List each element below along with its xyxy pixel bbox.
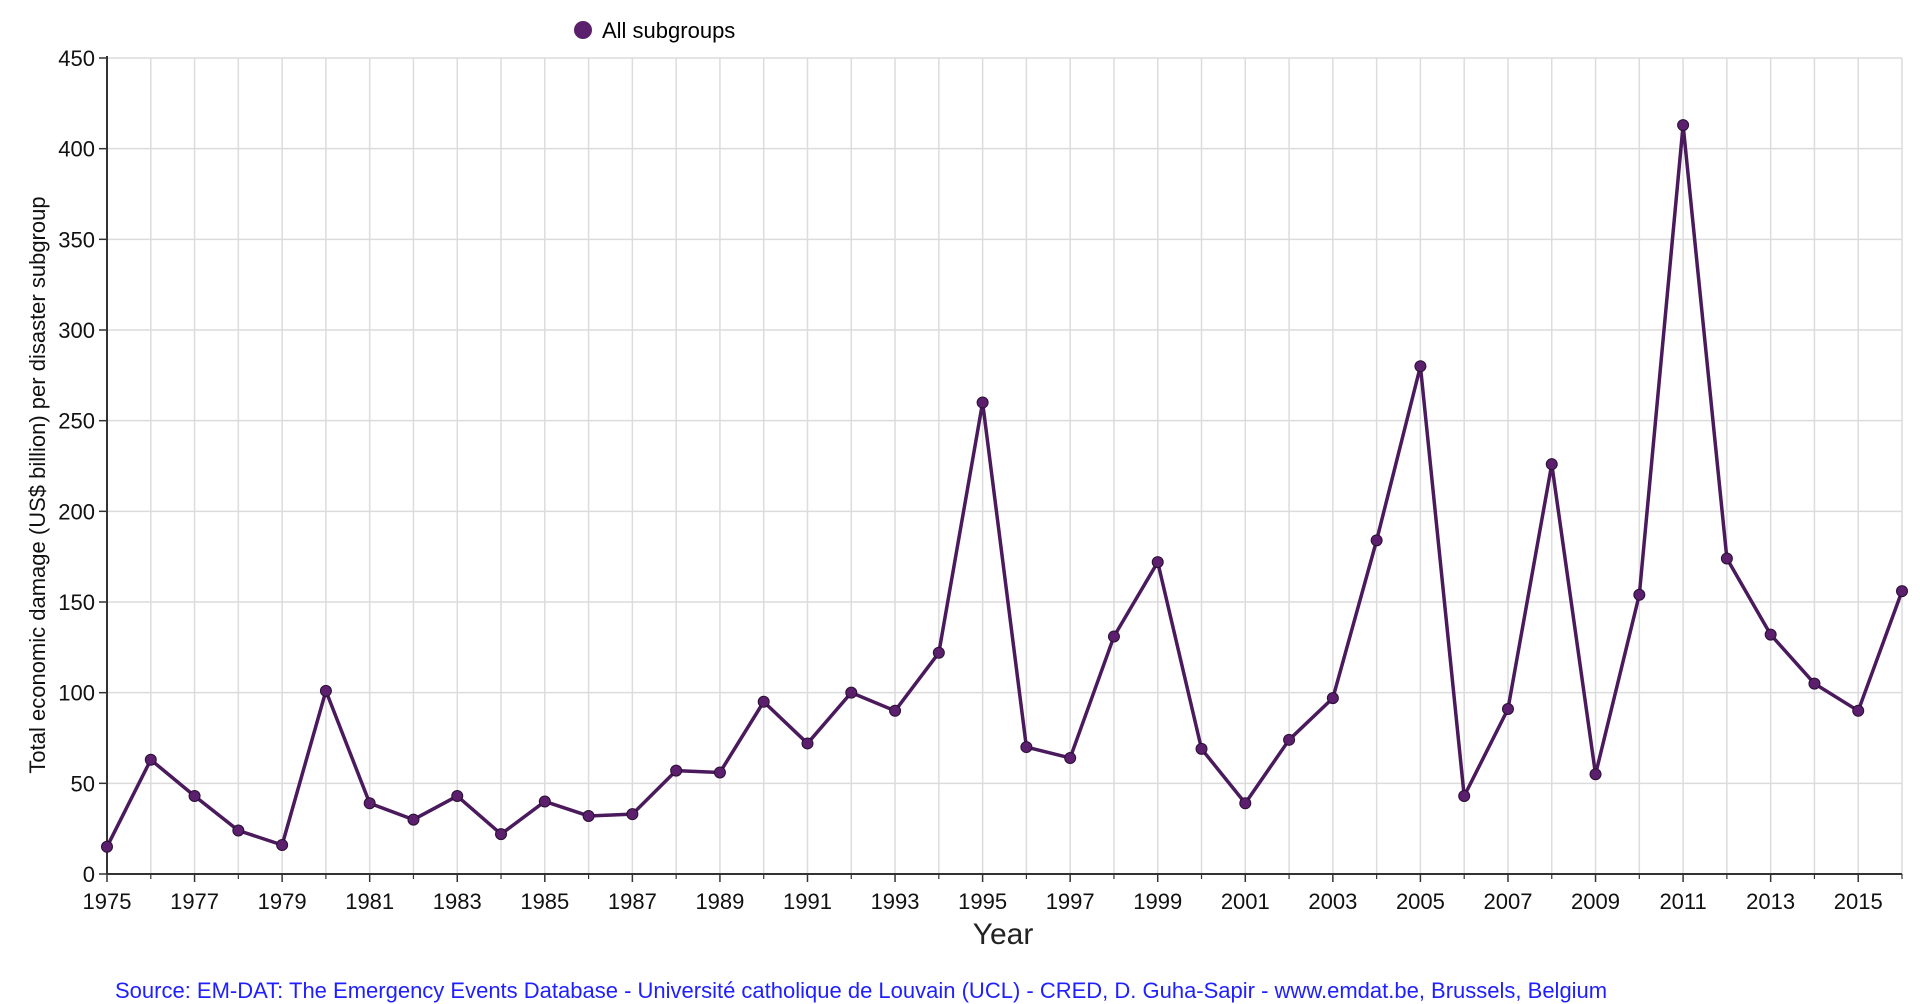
data-point bbox=[889, 704, 902, 717]
x-tick-label: 1987 bbox=[608, 889, 657, 914]
x-tick-label: 2015 bbox=[1834, 889, 1883, 914]
x-tick-label: 2013 bbox=[1746, 889, 1795, 914]
axes bbox=[106, 56, 1902, 875]
x-tick-label: 1975 bbox=[83, 889, 132, 914]
data-point bbox=[495, 828, 508, 841]
data-point bbox=[1458, 790, 1471, 803]
x-tick-label: 2001 bbox=[1221, 889, 1270, 914]
x-tick-label: 1981 bbox=[345, 889, 394, 914]
data-point bbox=[1195, 742, 1208, 755]
data-point bbox=[1545, 458, 1558, 471]
data-point bbox=[976, 396, 989, 409]
grid-lines bbox=[107, 57, 1903, 874]
x-tick-label: 1983 bbox=[433, 889, 482, 914]
x-tick-label: 1995 bbox=[958, 889, 1007, 914]
y-tick-label: 0 bbox=[83, 862, 95, 887]
legend-marker bbox=[574, 21, 592, 39]
data-point bbox=[1064, 751, 1077, 764]
data-point bbox=[757, 695, 770, 708]
x-axis-label: Year bbox=[973, 918, 1034, 951]
source-note: Source: EM-DAT: The Emergency Events Dat… bbox=[115, 978, 1608, 1003]
y-axis-label: Total economic damage (US$ billion) per … bbox=[25, 196, 50, 773]
data-point bbox=[1633, 588, 1646, 601]
data-point bbox=[1896, 585, 1908, 598]
x-tick-label: 2009 bbox=[1571, 889, 1620, 914]
data-point bbox=[276, 838, 289, 851]
y-tick-label: 150 bbox=[58, 590, 95, 615]
y-tick-label: 200 bbox=[58, 499, 95, 524]
x-tick-label: 1997 bbox=[1046, 889, 1095, 914]
data-point bbox=[144, 753, 157, 766]
x-tick-label: 1993 bbox=[871, 889, 920, 914]
legend-label: All subgroups bbox=[602, 18, 735, 43]
x-tick-label: 1989 bbox=[695, 889, 744, 914]
y-axis-ticks: 0 50 100 150 200 250 300 350 400 450 bbox=[58, 46, 107, 887]
series-line bbox=[105, 123, 1904, 848]
x-tick-label: 2007 bbox=[1483, 889, 1532, 914]
x-tick-label: 2005 bbox=[1396, 889, 1445, 914]
data-point bbox=[1414, 360, 1427, 373]
data-point bbox=[188, 790, 201, 803]
x-tick-label: 2011 bbox=[1659, 889, 1706, 914]
y-tick-label: 100 bbox=[58, 681, 95, 706]
data-point bbox=[1852, 704, 1865, 717]
data-point bbox=[232, 824, 245, 837]
y-tick-label: 300 bbox=[58, 318, 95, 343]
x-tick-label: 1991 bbox=[783, 889, 832, 914]
data-point bbox=[363, 797, 376, 810]
data-point bbox=[538, 795, 551, 808]
y-tick-label: 250 bbox=[58, 409, 95, 434]
data-point bbox=[101, 840, 113, 853]
data-point bbox=[1020, 741, 1033, 754]
data-point bbox=[451, 790, 464, 803]
data-point bbox=[407, 813, 420, 826]
data-point bbox=[1808, 677, 1821, 690]
x-tick-label: 1999 bbox=[1133, 889, 1182, 914]
x-tick-label: 1985 bbox=[520, 889, 569, 914]
data-point bbox=[1283, 733, 1296, 746]
data-point bbox=[626, 808, 639, 821]
data-point bbox=[1370, 534, 1383, 547]
y-tick-label: 350 bbox=[58, 227, 95, 252]
data-point bbox=[1151, 556, 1164, 569]
data-point bbox=[582, 809, 595, 822]
x-tick-label: 1979 bbox=[258, 889, 307, 914]
data-point bbox=[713, 766, 726, 779]
data-point bbox=[1239, 797, 1252, 810]
x-axis-ticks: 1975 1977 1979 1981 1983 1985 1987 1989 1991 1993… bbox=[83, 874, 1903, 914]
x-tick-label: 2003 bbox=[1308, 889, 1357, 914]
data-point bbox=[1107, 630, 1120, 643]
y-tick-label: 400 bbox=[58, 137, 95, 162]
data-point bbox=[1764, 628, 1777, 641]
data-point bbox=[319, 684, 332, 697]
data-point bbox=[845, 686, 858, 699]
data-point bbox=[1720, 552, 1733, 565]
data-point bbox=[670, 764, 683, 777]
data-point bbox=[801, 737, 814, 750]
data-point bbox=[1501, 702, 1514, 715]
data-point bbox=[1326, 692, 1339, 705]
legend: All subgroups bbox=[574, 18, 735, 43]
x-tick-label: 1977 bbox=[170, 889, 219, 914]
y-tick-label: 50 bbox=[71, 771, 95, 796]
data-point bbox=[932, 646, 945, 659]
data-point bbox=[1589, 768, 1602, 781]
data-point bbox=[1677, 119, 1690, 132]
y-tick-label: 450 bbox=[58, 46, 95, 71]
series-all-subgroups bbox=[101, 119, 1908, 853]
